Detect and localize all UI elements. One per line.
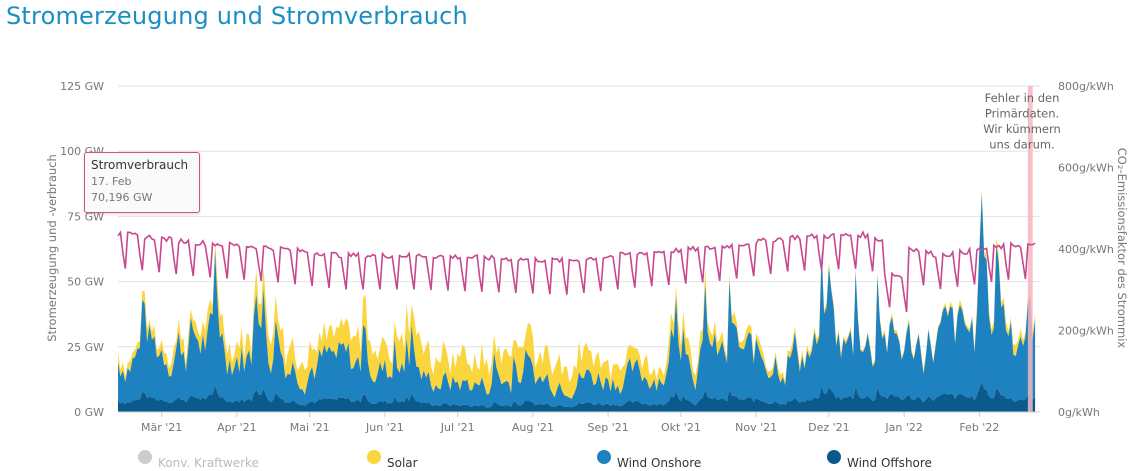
right-axis-ticks: 0g/kWh 200g/kWh 400g/kWh 600g/kWh 800g/kWh — [1058, 80, 1114, 419]
left-tick-label: 125 GW — [60, 80, 104, 93]
legend-dot-wind-offshore — [827, 450, 841, 464]
legend: Konv. Kraftwerke Solar Wind Onshore Wind… — [0, 446, 1131, 470]
line-series — [117, 230, 1036, 313]
legend-dot-konv-kraftwerke — [138, 450, 152, 464]
left-tick-label: 25 GW — [67, 341, 104, 354]
annotation-line: Primärdaten. — [985, 107, 1059, 121]
x-tick-label: Sep '21 — [587, 421, 628, 434]
right-tick-label: 200g/kWh — [1058, 325, 1114, 338]
area-solar — [118, 189, 1036, 399]
area-wind-offshore — [118, 381, 1036, 412]
annotation-line: Fehler in den — [985, 91, 1060, 105]
stacked-areas — [118, 189, 1036, 412]
legend-label-wind-offshore: Wind Offshore — [847, 456, 932, 470]
x-tick-label: Jan '22 — [884, 421, 922, 434]
error-annotation: Fehler in den Primärdaten.Wir kümmern uns … — [983, 91, 1061, 152]
error-band-rect — [1027, 86, 1033, 412]
x-tick-label: Okt '21 — [661, 421, 701, 434]
legend-dot-solar — [367, 450, 381, 464]
right-tick-label: 400g/kWh — [1058, 243, 1114, 256]
left-tick-label: 75 GW — [67, 210, 104, 223]
x-tick-label: Feb '22 — [959, 421, 999, 434]
legend-label-wind-onshore: Wind Onshore — [617, 456, 702, 470]
error-band — [1027, 86, 1033, 412]
annotation-line: uns darum. — [989, 138, 1054, 152]
right-axis-title: CO₂-Emissionsfaktor des Strommix — [1115, 148, 1129, 349]
tooltip-date: 17. Feb — [91, 175, 132, 188]
legend-label-solar: Solar — [387, 456, 418, 470]
right-tick-label: 600g/kWh — [1058, 162, 1114, 175]
annotation-line: Wir kümmern — [983, 122, 1061, 136]
x-tick-label: Nov '21 — [735, 421, 777, 434]
tooltip-value: 70,196 GW — [91, 191, 153, 204]
tooltip-series: Stromverbrauch — [91, 158, 189, 172]
x-tick-label: Dez '21 — [808, 421, 850, 434]
area-wind-onshore — [118, 194, 1036, 408]
x-axis-ticks: Mär '21 Apr '21 Mai '21 Jun '21 Jul '21 Aug '… — [118, 411, 1040, 434]
left-axis-title: Stromerzeugung und -verbrauch — [45, 154, 59, 342]
x-tick-label: Apr '21 — [217, 421, 257, 434]
legend-label-konv-kraftwerke: Konv. Kraftwerke — [158, 456, 259, 470]
right-tick-label: 800g/kWh — [1058, 80, 1114, 93]
line-stromverbrauch — [117, 230, 1036, 313]
x-tick-label: Jul '21 — [440, 421, 475, 434]
page-title: Stromerzeugung und Stromverbrauch — [6, 2, 468, 30]
chart-tooltip: Stromverbrauch 17. Feb 70,196 GW — [84, 152, 200, 213]
x-tick-label: Aug '21 — [512, 421, 554, 434]
x-tick-label: Jun '21 — [365, 421, 404, 434]
left-tick-label: 0 GW — [74, 406, 104, 419]
x-tick-label: Mai '21 — [290, 421, 330, 434]
legend-dot-wind-onshore — [597, 450, 611, 464]
left-tick-label: 50 GW — [67, 276, 104, 289]
x-tick-label: Mär '21 — [141, 421, 182, 434]
right-tick-label: 0g/kWh — [1058, 406, 1100, 419]
